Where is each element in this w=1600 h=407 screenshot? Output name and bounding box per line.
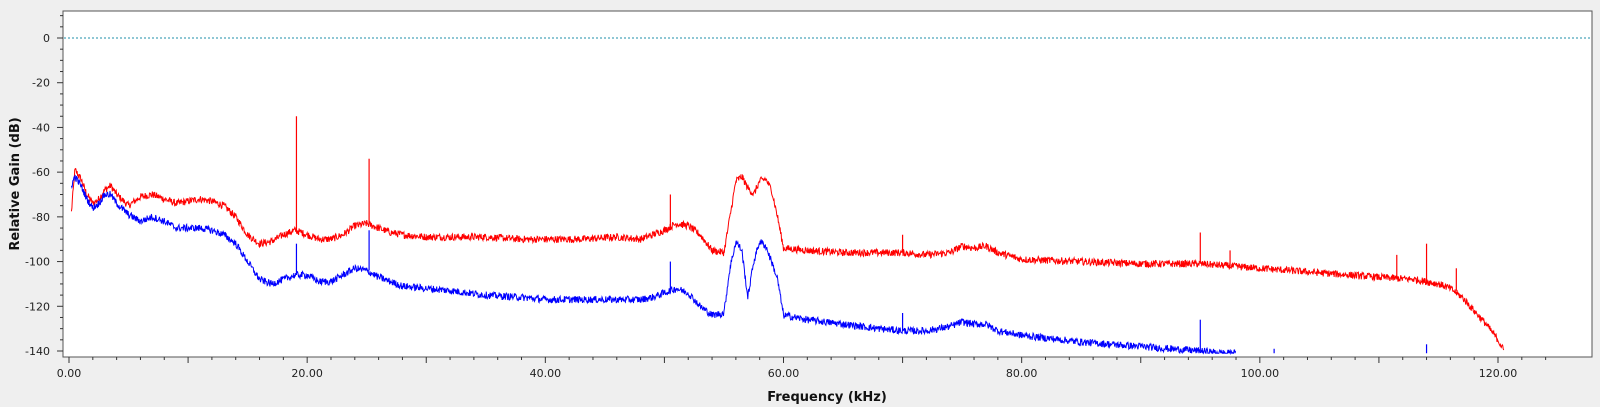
y-tick-label: -20 bbox=[32, 77, 50, 90]
x-tick-label: 40.00 bbox=[530, 367, 562, 380]
y-tick-label: -100 bbox=[25, 256, 50, 269]
y-tick-label: -120 bbox=[25, 300, 50, 313]
y-tick-label: 0 bbox=[43, 32, 50, 45]
y-tick-label: -60 bbox=[32, 166, 50, 179]
x-tick-label: 0.00 bbox=[57, 367, 82, 380]
y-axis: 0 -20 -40 -60 -80 -100 -120 -140 bbox=[25, 15, 63, 358]
y-axis-title: Relative Gain (dB) bbox=[8, 117, 23, 250]
x-axis: 0.00 20.00 40.00 60.00 80.00 100.00 120.00 bbox=[57, 357, 1547, 380]
plot-area bbox=[62, 10, 1593, 358]
series-layer bbox=[70, 167, 1505, 356]
x-axis-title: Frequency (kHz) bbox=[767, 390, 887, 405]
x-tick-label: 80.00 bbox=[1006, 367, 1038, 380]
series-1-line bbox=[70, 174, 1236, 356]
y-tick-label: -140 bbox=[25, 345, 50, 358]
x-tick-label: 20.00 bbox=[291, 367, 323, 380]
x-tick-label: 60.00 bbox=[768, 367, 800, 380]
series-0-line bbox=[70, 167, 1505, 351]
spike-layer bbox=[295, 116, 1457, 354]
y-tick-label: -80 bbox=[32, 211, 50, 224]
x-tick-label: 100.00 bbox=[1241, 367, 1280, 380]
x-tick-label: 120.00 bbox=[1479, 367, 1518, 380]
y-tick-label: -40 bbox=[32, 121, 50, 134]
